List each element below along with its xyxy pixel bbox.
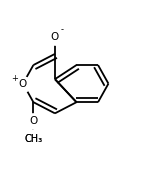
Text: +: +	[11, 74, 18, 83]
Text: O: O	[51, 32, 59, 42]
Text: O: O	[19, 79, 27, 89]
Text: -: -	[60, 26, 63, 35]
Text: CH₃: CH₃	[24, 134, 42, 144]
Text: O: O	[29, 116, 38, 126]
Text: CH₃: CH₃	[24, 134, 42, 144]
